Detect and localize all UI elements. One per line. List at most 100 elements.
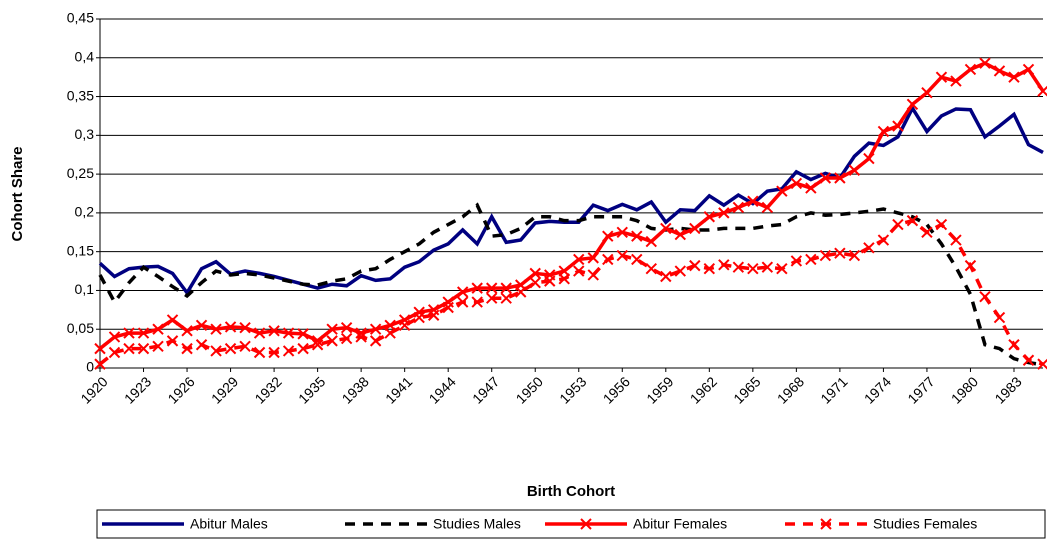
line — [98, 61, 1045, 350]
point — [529, 276, 541, 289]
point — [805, 253, 817, 266]
point — [1008, 339, 1020, 351]
point — [935, 71, 948, 83]
point — [993, 311, 1006, 324]
point — [703, 263, 716, 275]
point — [906, 214, 919, 227]
point — [1022, 63, 1035, 76]
point — [1037, 358, 1047, 370]
point — [529, 267, 541, 280]
point — [631, 230, 643, 242]
legend-label: Studies Males — [433, 516, 521, 532]
point — [790, 255, 803, 267]
point — [660, 222, 672, 235]
point — [848, 249, 861, 262]
point — [282, 327, 295, 339]
point — [239, 340, 251, 352]
point — [950, 234, 962, 246]
point — [732, 261, 745, 273]
y-tick-label: 0,25 — [67, 165, 94, 181]
x-tick-label: 1944 — [426, 373, 459, 406]
point — [94, 342, 106, 355]
point — [877, 234, 890, 246]
point — [689, 259, 701, 272]
y-tick-label: 0,1 — [75, 281, 95, 297]
y-tick-label: 0,2 — [75, 204, 95, 220]
point — [834, 247, 846, 259]
point — [224, 321, 237, 333]
x-tick-label: 1938 — [339, 373, 372, 406]
x-tick-label: 1923 — [121, 373, 154, 406]
point — [500, 292, 512, 304]
point — [674, 228, 687, 241]
point — [210, 323, 222, 335]
y-tick-label: 0,4 — [75, 48, 95, 64]
point — [340, 321, 353, 334]
legend-marker — [820, 518, 832, 530]
y-tick-label: 0 — [86, 359, 94, 375]
point — [427, 309, 440, 321]
point — [297, 342, 309, 355]
point — [747, 195, 759, 207]
point — [558, 273, 570, 285]
point — [384, 327, 396, 339]
y-tick-label: 0,45 — [67, 10, 94, 26]
series — [94, 214, 1047, 370]
x-tick-label: 1971 — [817, 373, 850, 406]
point — [950, 75, 962, 87]
point — [137, 342, 150, 355]
point — [863, 152, 875, 165]
x-tick-label: 1935 — [295, 373, 328, 406]
point — [253, 327, 266, 339]
point — [268, 346, 280, 359]
point — [456, 296, 469, 308]
point — [790, 177, 803, 190]
point — [602, 253, 614, 266]
point — [195, 319, 208, 332]
series — [94, 57, 1047, 355]
point — [761, 201, 774, 214]
point — [224, 342, 237, 355]
y-axis-title: Cohort Share — [9, 146, 26, 241]
point — [964, 63, 977, 76]
point — [166, 335, 179, 347]
point — [94, 358, 106, 370]
point — [108, 331, 121, 343]
y-tick-label: 0,35 — [67, 87, 94, 103]
point — [239, 321, 251, 334]
point — [326, 323, 338, 335]
point — [718, 207, 730, 219]
point — [137, 327, 150, 339]
point — [195, 339, 208, 351]
point — [311, 339, 324, 351]
point — [369, 323, 382, 335]
point — [921, 226, 933, 238]
point — [819, 249, 832, 262]
point — [486, 292, 498, 304]
point — [718, 259, 730, 271]
point — [602, 230, 614, 242]
x-tick-label: 1929 — [208, 373, 241, 406]
point — [471, 296, 483, 308]
point — [1008, 71, 1020, 83]
point — [877, 125, 890, 138]
point — [616, 226, 628, 238]
point — [587, 252, 599, 264]
point — [979, 290, 991, 303]
point — [805, 182, 817, 194]
point — [892, 218, 904, 231]
point — [573, 265, 585, 277]
point — [645, 235, 657, 248]
point — [848, 164, 861, 176]
point — [645, 263, 657, 275]
point — [703, 211, 716, 223]
x-tick-label: 1950 — [513, 373, 546, 406]
point — [660, 270, 672, 283]
series — [98, 104, 1044, 296]
line — [98, 202, 1044, 367]
point — [369, 335, 382, 347]
point — [515, 286, 527, 298]
point — [892, 120, 904, 132]
point — [456, 286, 469, 298]
